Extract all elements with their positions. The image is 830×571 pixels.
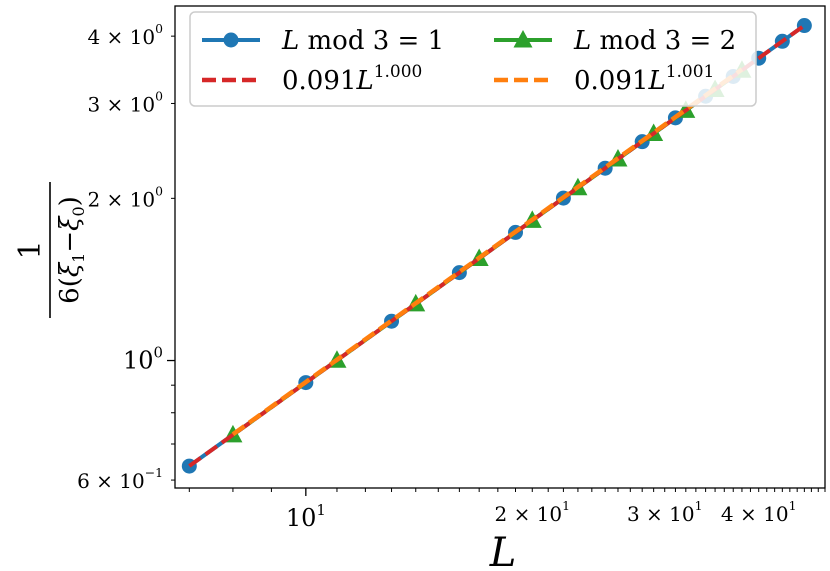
y-axis-label: 1 6(ξ1−ξ0) [13, 182, 88, 318]
legend-label-rest: mod 3 = 1 [299, 26, 444, 56]
y-tick-label-base: 10 [123, 347, 154, 375]
y-tick-label-base: 4 × 10 [87, 25, 155, 49]
legend-label-prefix: 0.091 [282, 66, 356, 96]
y-tick-label-base: 3 × 10 [87, 92, 155, 116]
axes-frame [174, 5, 826, 489]
x-tick-label-base: 10 [286, 504, 317, 532]
fit-line-1001 [231, 67, 744, 437]
legend-label-exponent: 1.000 [374, 62, 423, 82]
legend-box [189, 11, 757, 107]
y-tick-label: 100 [123, 344, 163, 375]
y-tick-label-exponent: 0 [155, 88, 163, 103]
legend-label-variable: L [647, 66, 665, 96]
y-axis-label-denominator: 6(ξ1−ξ0) [55, 196, 88, 304]
y-tick-label: 2 × 100 [87, 183, 163, 211]
y-tick-label-exponent: −1 [145, 465, 163, 480]
axis-labels: L 1 6(ξ1−ξ0) [13, 182, 516, 571]
y-tick-label-base: 6 × 10 [77, 469, 145, 493]
y-axis-label-numerator: 1 [13, 240, 48, 259]
x-tick-label: 2 × 101 [494, 498, 570, 526]
legend-label: L mod 3 = 1 [281, 26, 444, 56]
y-tick-label-exponent: 0 [155, 183, 163, 198]
legend-label: 0.091L1.001 [574, 62, 714, 96]
x-tick-label-exponent: 1 [789, 498, 797, 513]
x-tick-label-base: 4 × 10 [721, 502, 789, 526]
y-tick-label: 4 × 100 [87, 21, 163, 49]
x-tick-label-exponent: 1 [316, 501, 325, 519]
x-tick-label-exponent: 1 [562, 498, 570, 513]
y-tick-label: 3 × 100 [87, 88, 163, 116]
y-tick-label: 6 × 10−1 [77, 465, 163, 493]
y-tick-label-exponent: 0 [155, 21, 163, 36]
x-tick-label: 3 × 101 [627, 498, 703, 526]
x-tick-label-base: 3 × 10 [627, 502, 695, 526]
legend-label: L mod 3 = 2 [573, 26, 736, 56]
legend-label: 0.091L1.000 [282, 62, 422, 96]
legend-label-variable: L [281, 26, 299, 56]
legend-label-variable: L [573, 26, 591, 56]
x-tick-label-base: 2 × 10 [494, 502, 562, 526]
legend-label-variable: L [355, 66, 373, 96]
x-tick-label: 4 × 101 [721, 498, 797, 526]
x-tick-label: 101 [286, 501, 326, 532]
legend-marker-circle [223, 32, 239, 48]
x-axis-label: L [489, 530, 517, 571]
legend-label-rest: mod 3 = 2 [591, 26, 736, 56]
legend-label-exponent: 1.001 [666, 62, 715, 82]
legend-label-prefix: 0.091 [574, 66, 648, 96]
y-tick-label-base: 2 × 10 [87, 187, 155, 211]
x-tick-label-exponent: 1 [695, 498, 703, 513]
legend-marker-triangle [513, 30, 533, 48]
y-tick-label-exponent: 0 [154, 344, 163, 362]
